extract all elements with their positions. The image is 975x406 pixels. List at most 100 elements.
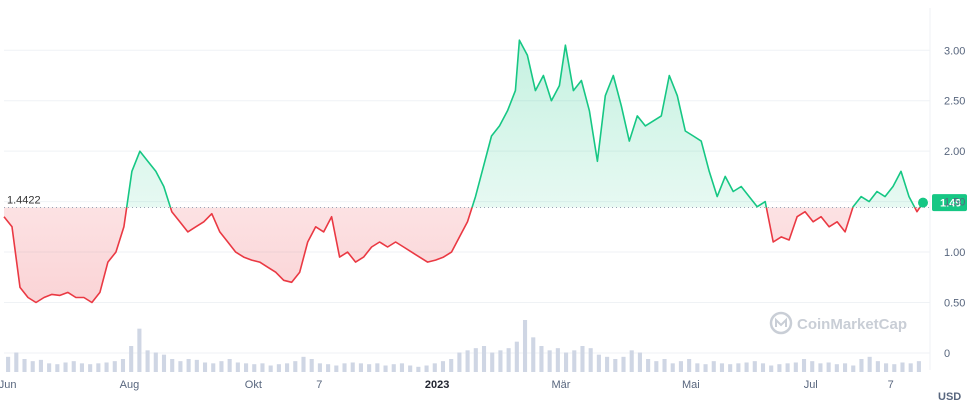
y-tick-label: 3.00 (944, 45, 965, 57)
volume-bar (596, 354, 601, 372)
volume-bar (383, 365, 388, 372)
volume-bar (613, 359, 618, 372)
volume-bar (465, 350, 470, 372)
volume-bar (449, 359, 454, 372)
volume-bar (760, 363, 766, 372)
volume-bar (522, 320, 528, 372)
volume-bar (736, 363, 741, 372)
y-tick-label: 2.00 (944, 146, 965, 158)
volume-bar (580, 346, 585, 372)
reference-label: 1.4422 (7, 194, 41, 206)
volume-bar (260, 363, 265, 372)
current-price-label: 1.49 (940, 198, 961, 210)
volume-bar (6, 356, 11, 372)
volume-bar (678, 361, 683, 372)
volume-bar (662, 359, 667, 372)
volume-bar (47, 363, 52, 372)
volume-bar (96, 363, 101, 372)
volume-bar (588, 348, 593, 372)
volume-bar (358, 363, 363, 372)
volume-bar (30, 361, 35, 372)
y-tick-label: 1.50 (944, 197, 965, 209)
volume-bar (424, 365, 429, 372)
x-tick-label: Mär (552, 379, 571, 391)
volume-bar (506, 348, 511, 372)
volume-bar (153, 352, 158, 372)
volume-bar (703, 364, 708, 372)
volume-bar (859, 359, 864, 372)
volume-bar (777, 364, 782, 372)
volume-bar (711, 361, 716, 372)
volume-bar (170, 359, 175, 372)
volume-bar (88, 364, 93, 372)
volume-bar (326, 364, 331, 372)
volume-bar (769, 365, 774, 372)
volume-bar (654, 361, 659, 372)
volume-bar (564, 352, 569, 372)
volume-bar (55, 364, 60, 372)
volume-bar (244, 363, 249, 372)
volume-bar (227, 359, 232, 372)
volume-bar (399, 363, 405, 372)
volume-bar (104, 362, 109, 372)
volume-bar (629, 350, 634, 372)
volume-bar (842, 363, 848, 372)
volume-bar (79, 363, 85, 372)
x-tick-label: 7 (316, 379, 322, 391)
volume-bar (555, 348, 560, 372)
volume-bar (695, 363, 700, 372)
volume-bar (293, 361, 298, 372)
volume-bar (900, 362, 905, 372)
volume-bar (719, 363, 725, 372)
volume-bar (514, 341, 519, 372)
volume-bar (481, 346, 487, 372)
volume-bar (235, 362, 240, 372)
x-tick-label: Jul (804, 379, 818, 391)
volume-bar (145, 350, 150, 372)
volume-bar (637, 352, 642, 372)
volume-bar (531, 337, 536, 372)
volume-bar (186, 359, 191, 372)
volume-bars (6, 320, 921, 372)
volume-bar (867, 356, 872, 372)
volume-bar (851, 365, 856, 372)
volume-bar (301, 356, 306, 372)
x-tick-label: 7 (888, 379, 894, 391)
volume-bar (112, 361, 117, 372)
y-tick-label: 2.50 (944, 96, 965, 108)
volume-bar (440, 361, 446, 372)
volume-bar (892, 364, 897, 372)
volume-bar (752, 361, 757, 372)
volume-bar (416, 366, 421, 372)
volume-bar (826, 362, 831, 372)
volume-bar (178, 361, 183, 372)
coinmarketcap-logo-icon (769, 311, 793, 335)
volume-bar (785, 363, 790, 372)
volume-bar (728, 364, 733, 372)
volume-bar (391, 364, 396, 372)
volume-bar (793, 362, 798, 372)
volume-bar (137, 328, 142, 372)
price-lines (3, 39, 924, 304)
y-tick-label: 0 (944, 348, 950, 360)
x-tick-label: 2023 (425, 379, 449, 391)
volume-bar (71, 361, 76, 372)
volume-bar (490, 352, 495, 372)
x-axis: Jun Aug Okt 7 2023 Mär Mai Jul 7 (0, 379, 894, 391)
volume-bar (670, 363, 675, 372)
volume-bar (547, 350, 552, 372)
volume-bar (801, 359, 807, 372)
volume-bar (268, 365, 273, 372)
volume-bar (908, 363, 913, 372)
y-tick-label: 1.00 (944, 247, 965, 259)
volume-bar (285, 363, 290, 372)
volume-bar (342, 363, 347, 372)
price-line-down (3, 207, 921, 304)
volume-bar (309, 359, 314, 372)
volume-bar (834, 364, 839, 372)
currency-unit-label: USD (938, 391, 961, 403)
volume-bar (63, 362, 68, 372)
current-price-tag: 1.49 (932, 194, 967, 212)
price-areas (4, 40, 923, 303)
price-line-up (125, 39, 924, 208)
